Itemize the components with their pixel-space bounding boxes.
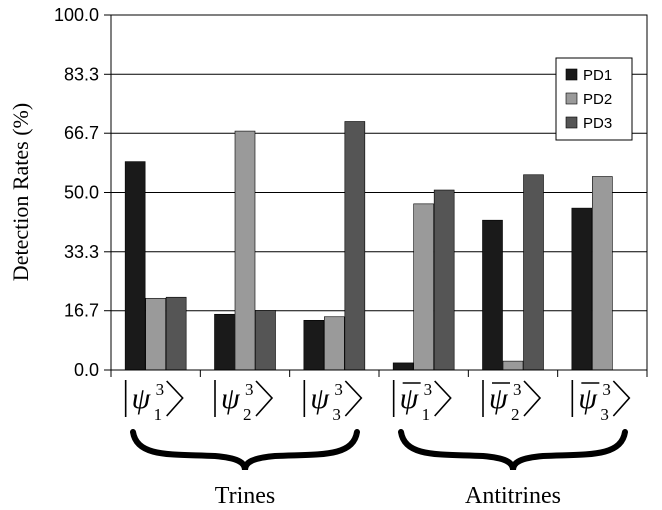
ket-angle [344, 380, 363, 417]
bar-pd3-cat3 [344, 121, 366, 371]
category-superscript: 3 [602, 380, 611, 399]
category-symbol: ψ [221, 382, 241, 415]
category-superscript: 3 [245, 380, 254, 399]
category-label-2: ψ 3 2 [214, 380, 274, 424]
ket-angle [434, 380, 452, 417]
y-tick-label: 83.3 [64, 64, 99, 84]
y-tick-label: 50.0 [64, 183, 99, 203]
legend: PD1 PD2 PD3 [555, 57, 633, 141]
legend-label-pd2: PD2 [583, 91, 612, 108]
legend-label-pd1: PD1 [583, 67, 612, 84]
legend-swatch-pd3 [565, 116, 578, 129]
bar-pd2-cat3 [324, 316, 345, 371]
bar-pd1-cat4 [392, 362, 414, 371]
category-superscript: 3 [156, 380, 165, 399]
bar-pd2-cat5 [502, 360, 524, 371]
category-subscript: 2 [243, 405, 252, 424]
bar-pd3-cat5 [523, 174, 544, 371]
y-tick-label: 33.3 [64, 242, 99, 262]
category-symbol: ψ [578, 382, 598, 415]
bar-pd1-cat5 [482, 219, 503, 371]
category-subscript: 2 [511, 405, 520, 424]
bar-pd1-cat2 [214, 313, 235, 371]
ket-angle [612, 380, 631, 417]
category-subscript: 3 [332, 405, 341, 424]
y-axis-title: Detection Rates (%) [8, 103, 33, 281]
category-label-5: ψ 3 2 [482, 380, 542, 424]
category-symbol: ψ [400, 382, 420, 415]
category-symbol: ψ [132, 382, 152, 415]
group-label-trines: Trines [215, 483, 275, 509]
bar-pd3-cat2 [255, 310, 276, 371]
bar-pd3-cat4 [433, 189, 455, 371]
y-tick-label: 16.7 [64, 301, 99, 321]
category-subscript: 1 [154, 405, 163, 424]
bar-pd2-cat1 [145, 297, 166, 371]
y-tick-label: 100.0 [54, 5, 99, 25]
group-brace-1 [130, 429, 360, 471]
group-brace-2 [398, 429, 628, 471]
category-subscript: 1 [422, 405, 431, 424]
ket-angle [255, 380, 274, 417]
bar-pd2-cat4 [413, 203, 434, 371]
category-symbol: ψ [489, 382, 509, 415]
category-label-3: ψ 3 3 [303, 380, 363, 424]
category-subscript: 3 [600, 405, 609, 424]
bar-pd1-cat6 [571, 207, 593, 371]
group-label-antitrines: Antitrines [465, 483, 561, 509]
legend-swatch-pd2 [565, 92, 578, 105]
category-superscript: 3 [513, 380, 522, 399]
ket-angle [523, 380, 542, 417]
bar-pd1-cat3 [303, 319, 325, 371]
category-symbol: ψ [310, 382, 330, 415]
category-labels: ψ 31 ψ 32 ψ 33 ψ 31 ψ 32 ψ 33 [124, 380, 631, 424]
group-brackets: Trines Antitrines [130, 429, 628, 509]
axes: 0.0 16.7 33.3 50.0 66.7 83.3 100.0 [54, 5, 648, 380]
legend-label-pd3: PD3 [583, 115, 612, 132]
category-superscript: 3 [424, 380, 433, 399]
y-tick-label: 0.0 [74, 360, 99, 380]
category-label-4: ψ 3 1 [392, 380, 452, 424]
ket-angle [166, 380, 184, 417]
category-label-6: ψ 3 3 [571, 380, 631, 424]
bar-pd1-cat1 [124, 161, 146, 371]
bar-pd3-cat1 [165, 296, 187, 371]
category-superscript: 3 [334, 380, 343, 399]
bar-pd2-cat2 [234, 130, 256, 371]
category-label-1: ψ 3 1 [124, 380, 184, 424]
y-tick-label: 66.7 [64, 123, 99, 143]
bar-pd2-cat6 [592, 176, 613, 371]
bar-series [124, 121, 613, 371]
legend-swatch-pd1 [565, 68, 578, 81]
